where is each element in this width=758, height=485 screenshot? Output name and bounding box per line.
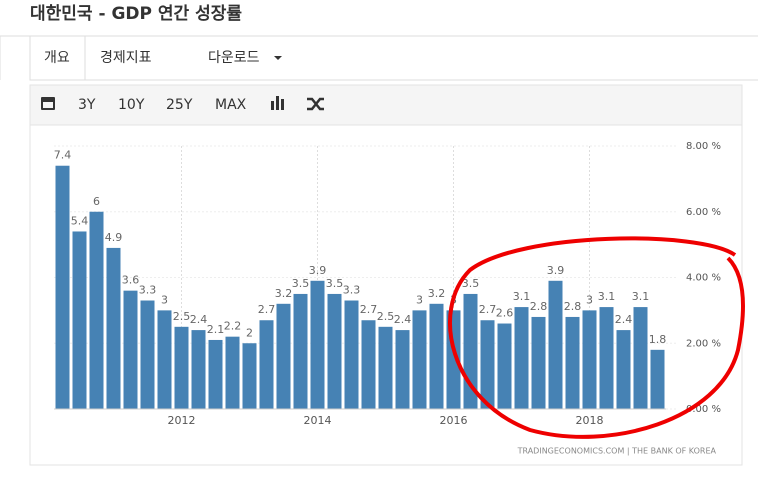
value-label: 3.3: [139, 284, 157, 297]
value-label: 2.4: [190, 313, 208, 326]
value-label: 3.6: [122, 274, 140, 287]
value-label: 3.2: [275, 287, 293, 300]
dropdown-caret: [274, 56, 282, 60]
shuffle-icon[interactable]: [307, 97, 324, 111]
bar: [429, 303, 444, 409]
tab[interactable]: 다운로드: [208, 50, 260, 66]
value-label: 3.5: [462, 277, 480, 290]
annotation-circle: [448, 236, 745, 439]
value-label: 2.5: [173, 310, 191, 323]
bar: [497, 323, 512, 409]
bar: [157, 310, 172, 409]
value-label: 2.7: [479, 303, 497, 316]
bar: [480, 320, 495, 409]
bar: [89, 211, 104, 409]
value-label: 2.1: [207, 323, 225, 336]
toolbar: [29, 84, 743, 126]
tab[interactable]: 개요: [44, 50, 70, 66]
value-label: 2.6: [496, 307, 514, 320]
value-label: 3.5: [292, 277, 310, 290]
value-label: 5.4: [71, 214, 89, 227]
x-tick-label: 2014: [304, 414, 332, 427]
range-button[interactable]: 3Y: [78, 97, 96, 113]
bar: [293, 293, 308, 409]
value-label: 3: [161, 293, 168, 306]
value-label: 7.4: [54, 149, 72, 162]
bar: [72, 231, 87, 409]
bar: [140, 300, 155, 409]
value-label: 3.2: [428, 287, 446, 300]
value-label: 3.9: [309, 264, 327, 277]
value-label: 3.5: [326, 277, 344, 290]
value-label: 2.8: [530, 300, 548, 313]
bar: [344, 300, 359, 409]
value-label: 1.8: [649, 333, 667, 346]
value-label: 4.9: [105, 231, 123, 244]
y-tick-label: 4.00 %: [686, 273, 721, 284]
bar: [55, 165, 70, 409]
value-label: 2.8: [564, 300, 582, 313]
tab[interactable]: 경제지표: [100, 50, 152, 66]
bar: [123, 290, 138, 409]
bar: [191, 330, 206, 409]
x-tick-label: 2016: [440, 414, 468, 427]
bar: [327, 293, 342, 409]
y-tick-label: 0.00 %: [686, 404, 721, 415]
value-label: 3.3: [343, 284, 361, 297]
bar: [582, 310, 597, 409]
bar: [106, 247, 121, 409]
plot: 0.00 % 2.00 % 4.00 % 6.00 % 8.00 % 2012 2014 20…: [54, 141, 721, 427]
value-label: 6: [93, 195, 100, 208]
value-label: 2.2: [224, 320, 242, 333]
bar: [412, 310, 427, 409]
y-tick-label: 6.00 %: [686, 207, 721, 218]
bar: [208, 339, 223, 409]
bar: [548, 280, 563, 409]
bar: [616, 330, 631, 409]
value-label: 3.1: [598, 290, 616, 303]
x-tick-label: 2018: [576, 414, 604, 427]
x-tick-label: 2012: [168, 414, 196, 427]
value-label: 3.9: [547, 264, 565, 277]
value-label: 2: [246, 326, 253, 339]
bar: [565, 316, 580, 409]
y-tick-label: 2.00 %: [686, 338, 721, 349]
bar-chart-icon[interactable]: [271, 96, 284, 110]
value-label: 3: [416, 293, 423, 306]
bar: [259, 320, 274, 409]
bar: [531, 316, 546, 409]
bar: [633, 307, 648, 409]
value-label: 3.1: [632, 290, 650, 303]
bar: [650, 349, 665, 409]
value-label: 3: [586, 293, 593, 306]
bar: [174, 326, 189, 409]
value-label: 2.4: [615, 313, 633, 326]
y-tick-label: 8.00 %: [686, 141, 721, 152]
value-label: 2.7: [360, 303, 378, 316]
bar: [378, 326, 393, 409]
value-label: 2.7: [258, 303, 276, 316]
value-label: 2.5: [377, 310, 395, 323]
value-label: 2.4: [394, 313, 412, 326]
bar: [361, 320, 376, 409]
bar: [395, 330, 410, 409]
bar: [310, 280, 325, 409]
bar: [599, 307, 614, 409]
calendar-icon[interactable]: [41, 97, 55, 110]
bar: [514, 307, 529, 409]
range-button[interactable]: 10Y: [118, 97, 145, 113]
bar: [276, 303, 291, 409]
bar: [242, 343, 257, 409]
page-title: 대한민국 - GDP 연간 성장률: [30, 4, 242, 24]
bar: [225, 336, 240, 409]
range-button[interactable]: 25Y: [166, 97, 193, 113]
source: TRADINGECONOMICS.COM | THE BANK OF KOREA: [517, 447, 717, 456]
value-label: 3.1: [513, 290, 531, 303]
range-button[interactable]: MAX: [215, 97, 247, 113]
